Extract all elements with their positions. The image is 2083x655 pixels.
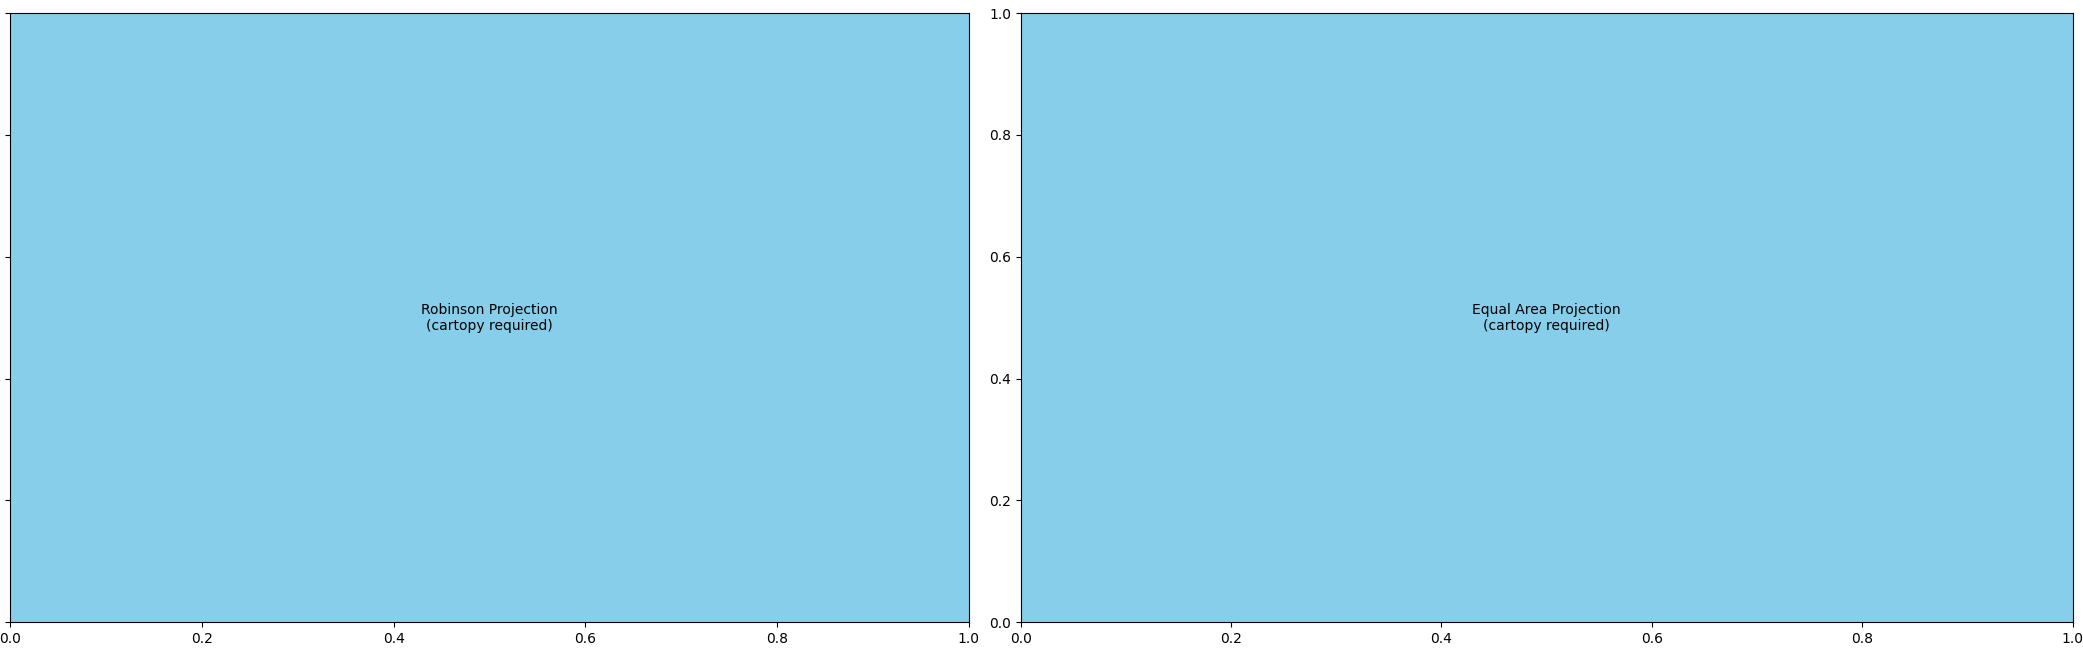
Text: Equal Area Projection
(cartopy required): Equal Area Projection (cartopy required) xyxy=(1473,303,1621,333)
Text: Robinson Projection
(cartopy required): Robinson Projection (cartopy required) xyxy=(421,303,558,333)
